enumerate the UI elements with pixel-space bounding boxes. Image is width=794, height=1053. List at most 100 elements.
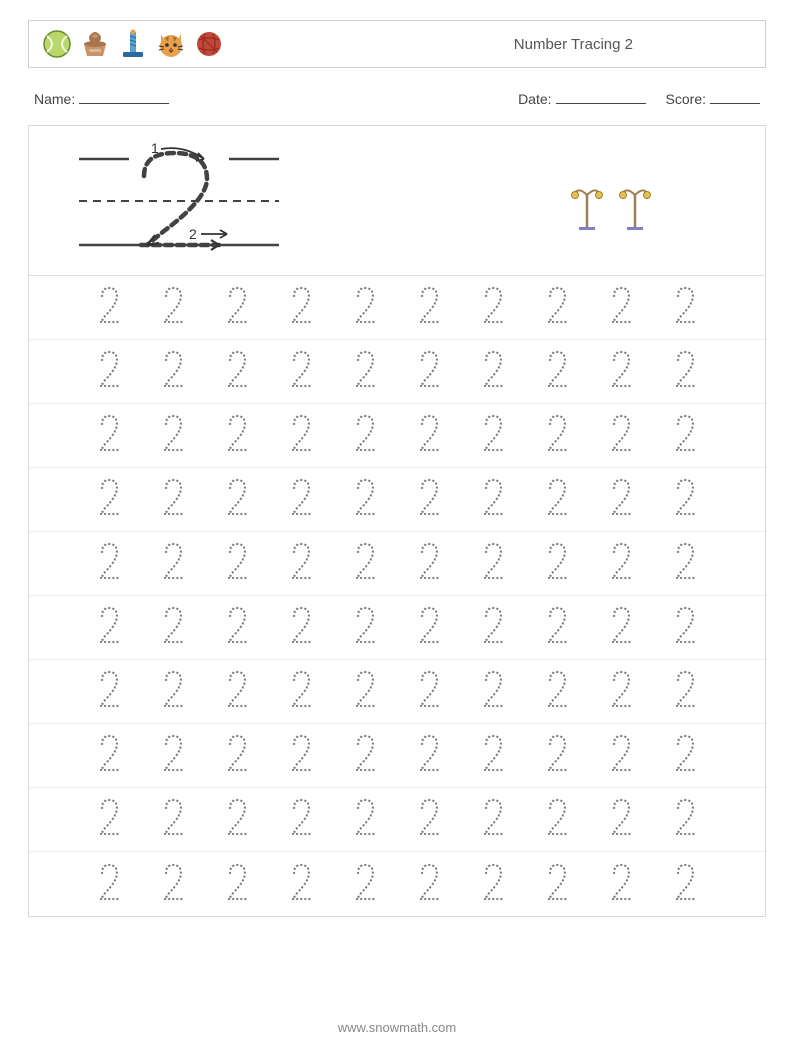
- trace-cell[interactable]: [225, 733, 249, 778]
- trace-cell[interactable]: [609, 733, 633, 778]
- trace-cell[interactable]: [225, 349, 249, 394]
- trace-cell[interactable]: [481, 477, 505, 522]
- trace-cell[interactable]: [609, 477, 633, 522]
- trace-cell[interactable]: [609, 285, 633, 330]
- trace-cell[interactable]: [545, 413, 569, 458]
- trace-cell[interactable]: [353, 541, 377, 586]
- score-blank[interactable]: [710, 90, 760, 104]
- trace-cell[interactable]: [97, 862, 121, 907]
- trace-cell[interactable]: [545, 605, 569, 650]
- trace-cell[interactable]: [481, 605, 505, 650]
- trace-cell[interactable]: [417, 541, 441, 586]
- trace-cell[interactable]: [673, 413, 697, 458]
- trace-cell[interactable]: [609, 862, 633, 907]
- trace-cell[interactable]: [481, 797, 505, 842]
- trace-cell[interactable]: [289, 733, 313, 778]
- trace-cell[interactable]: [673, 797, 697, 842]
- trace-cell[interactable]: [417, 349, 441, 394]
- trace-cell[interactable]: [353, 733, 377, 778]
- trace-cell[interactable]: [545, 285, 569, 330]
- trace-cell[interactable]: [161, 733, 185, 778]
- trace-cell[interactable]: [417, 862, 441, 907]
- trace-cell[interactable]: [97, 541, 121, 586]
- trace-cell[interactable]: [225, 605, 249, 650]
- trace-cell[interactable]: [97, 349, 121, 394]
- trace-cell[interactable]: [673, 285, 697, 330]
- trace-cell[interactable]: [673, 605, 697, 650]
- trace-cell[interactable]: [609, 413, 633, 458]
- trace-cell[interactable]: [161, 413, 185, 458]
- date-blank[interactable]: [556, 90, 646, 104]
- trace-cell[interactable]: [481, 862, 505, 907]
- trace-cell[interactable]: [353, 605, 377, 650]
- trace-cell[interactable]: [673, 862, 697, 907]
- trace-cell[interactable]: [161, 541, 185, 586]
- trace-cell[interactable]: [97, 477, 121, 522]
- trace-cell[interactable]: [417, 733, 441, 778]
- trace-cell[interactable]: [609, 797, 633, 842]
- name-blank[interactable]: [79, 90, 169, 104]
- trace-cell[interactable]: [673, 733, 697, 778]
- trace-cell[interactable]: [353, 862, 377, 907]
- trace-cell[interactable]: [609, 541, 633, 586]
- trace-cell[interactable]: [481, 349, 505, 394]
- trace-cell[interactable]: [353, 413, 377, 458]
- trace-cell[interactable]: [417, 605, 441, 650]
- trace-cell[interactable]: [481, 669, 505, 714]
- trace-cell[interactable]: [481, 733, 505, 778]
- trace-cell[interactable]: [481, 541, 505, 586]
- trace-cell[interactable]: [417, 669, 441, 714]
- trace-cell[interactable]: [289, 862, 313, 907]
- trace-cell[interactable]: [161, 477, 185, 522]
- trace-cell[interactable]: [225, 541, 249, 586]
- trace-cell[interactable]: [545, 733, 569, 778]
- trace-cell[interactable]: [545, 477, 569, 522]
- trace-cell[interactable]: [225, 669, 249, 714]
- trace-cell[interactable]: [161, 862, 185, 907]
- trace-cell[interactable]: [161, 349, 185, 394]
- trace-cell[interactable]: [545, 541, 569, 586]
- trace-cell[interactable]: [481, 285, 505, 330]
- trace-cell[interactable]: [289, 605, 313, 650]
- trace-cell[interactable]: [417, 285, 441, 330]
- trace-cell[interactable]: [353, 349, 377, 394]
- trace-cell[interactable]: [673, 541, 697, 586]
- trace-cell[interactable]: [481, 413, 505, 458]
- trace-cell[interactable]: [289, 669, 313, 714]
- trace-cell[interactable]: [161, 605, 185, 650]
- trace-cell[interactable]: [417, 413, 441, 458]
- trace-cell[interactable]: [97, 733, 121, 778]
- trace-cell[interactable]: [97, 669, 121, 714]
- trace-cell[interactable]: [353, 669, 377, 714]
- trace-cell[interactable]: [417, 797, 441, 842]
- trace-cell[interactable]: [353, 285, 377, 330]
- trace-cell[interactable]: [673, 669, 697, 714]
- trace-cell[interactable]: [417, 477, 441, 522]
- trace-cell[interactable]: [289, 413, 313, 458]
- trace-cell[interactable]: [97, 413, 121, 458]
- trace-cell[interactable]: [609, 669, 633, 714]
- trace-cell[interactable]: [289, 285, 313, 330]
- trace-cell[interactable]: [97, 605, 121, 650]
- trace-cell[interactable]: [289, 797, 313, 842]
- trace-cell[interactable]: [545, 669, 569, 714]
- trace-cell[interactable]: [161, 797, 185, 842]
- trace-cell[interactable]: [225, 797, 249, 842]
- trace-cell[interactable]: [161, 669, 185, 714]
- trace-cell[interactable]: [353, 797, 377, 842]
- trace-cell[interactable]: [289, 349, 313, 394]
- trace-cell[interactable]: [673, 349, 697, 394]
- trace-cell[interactable]: [545, 349, 569, 394]
- trace-cell[interactable]: [97, 285, 121, 330]
- trace-cell[interactable]: [545, 862, 569, 907]
- trace-cell[interactable]: [289, 477, 313, 522]
- trace-cell[interactable]: [609, 605, 633, 650]
- trace-cell[interactable]: [225, 477, 249, 522]
- trace-cell[interactable]: [97, 797, 121, 842]
- trace-cell[interactable]: [545, 797, 569, 842]
- trace-cell[interactable]: [609, 349, 633, 394]
- trace-cell[interactable]: [289, 541, 313, 586]
- trace-cell[interactable]: [353, 477, 377, 522]
- trace-cell[interactable]: [161, 285, 185, 330]
- trace-cell[interactable]: [225, 413, 249, 458]
